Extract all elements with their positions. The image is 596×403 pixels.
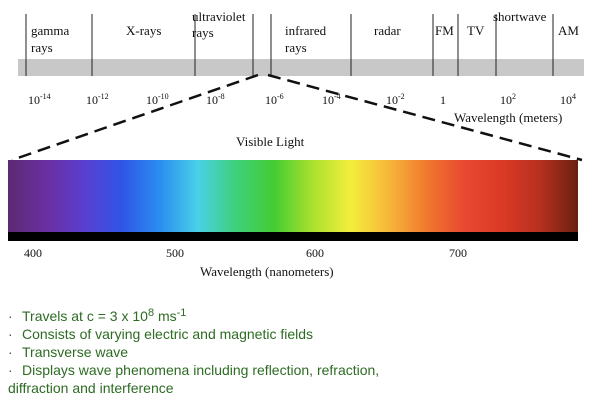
bullet-dot: · bbox=[8, 308, 13, 324]
list-item: · Consists of varying electric and magnet… bbox=[8, 325, 588, 343]
em-spectrum-bar bbox=[18, 59, 584, 76]
region-label: TV bbox=[467, 23, 485, 38]
region-label: AM bbox=[558, 23, 579, 38]
region-labels: gamma rays X-rays ultraviolet rays infrared ra… bbox=[31, 9, 579, 55]
bullet-dot: · bbox=[8, 362, 13, 378]
wavelength-tick-labels: 10-14 10-12 10-10 10-8 10-6 10-4 10-2 1 102 104 bbox=[28, 92, 576, 107]
zoom-line-left bbox=[11, 73, 259, 162]
visible-tick-label: 500 bbox=[166, 246, 184, 260]
zoom-line-right bbox=[267, 73, 583, 162]
bullet-dot: · bbox=[8, 344, 13, 360]
region-label: gamma rays bbox=[31, 23, 69, 55]
wavelength-tick-label: 10-10 bbox=[146, 92, 169, 107]
list-item: · Travels at c = 3 x 108 ms-1 bbox=[8, 304, 588, 325]
property-list: · Travels at c = 3 x 108 ms-1 · Consists o… bbox=[8, 304, 588, 397]
visible-tick-label: 600 bbox=[306, 246, 324, 260]
region-label: shortwave bbox=[493, 9, 547, 24]
list-item: · Displays wave phenomena including refle… bbox=[8, 361, 588, 379]
wavelength-tick-label: 10-2 bbox=[386, 92, 405, 107]
wavelength-tick-label: 10-12 bbox=[86, 92, 109, 107]
bullet-text: Transverse wave bbox=[22, 344, 129, 360]
wavelength-tick-label: 10-6 bbox=[265, 92, 284, 107]
visible-spectrum-gradient bbox=[8, 160, 578, 232]
bullet-dot: · bbox=[8, 326, 13, 342]
visible-tick-label: 700 bbox=[449, 246, 467, 260]
list-item: diffraction and interference bbox=[8, 379, 588, 397]
bullet-text: Consists of varying electric and magneti… bbox=[22, 326, 314, 342]
region-label: ultraviolet rays bbox=[192, 9, 246, 40]
list-item: · Transverse wave bbox=[8, 343, 588, 361]
bullet-text: Displays wave phenomena including reflec… bbox=[22, 362, 380, 378]
visible-tick-labels: 400 500 600 700 bbox=[24, 246, 467, 260]
wavelength-tick-label: 102 bbox=[500, 92, 516, 107]
visible-tick-label: 400 bbox=[24, 246, 42, 260]
wavelength-tick-label: 10-14 bbox=[28, 92, 51, 107]
wavelength-tick-label: 10-4 bbox=[322, 92, 341, 107]
region-label: FM bbox=[435, 23, 454, 38]
bullet-text: Travels at c = 3 x 10 bbox=[22, 308, 148, 324]
region-dividers bbox=[25, 14, 554, 76]
bullet-sup: 8 bbox=[147, 307, 155, 319]
visible-light-title: Visible Light bbox=[236, 134, 305, 149]
bullet-text: diffraction and interference bbox=[8, 380, 174, 396]
wavelength-nanometers-label: Wavelength (nanometers) bbox=[200, 264, 334, 279]
region-label: infrared rays bbox=[285, 23, 327, 55]
region-label: X-rays bbox=[126, 23, 161, 38]
bullet-text-mid: ms bbox=[154, 308, 177, 324]
wavelength-meters-label: Wavelength (meters) bbox=[454, 110, 562, 125]
bullet-sup: -1 bbox=[176, 307, 187, 319]
wavelength-tick-label: 1 bbox=[440, 93, 446, 107]
region-label: radar bbox=[374, 23, 401, 38]
wavelength-tick-label: 104 bbox=[560, 92, 576, 107]
em-spectrum: gamma rays X-rays ultraviolet rays infrared ra… bbox=[18, 9, 584, 125]
wavelength-tick-label: 10-8 bbox=[206, 92, 225, 107]
visible-scale-bar bbox=[8, 232, 578, 241]
